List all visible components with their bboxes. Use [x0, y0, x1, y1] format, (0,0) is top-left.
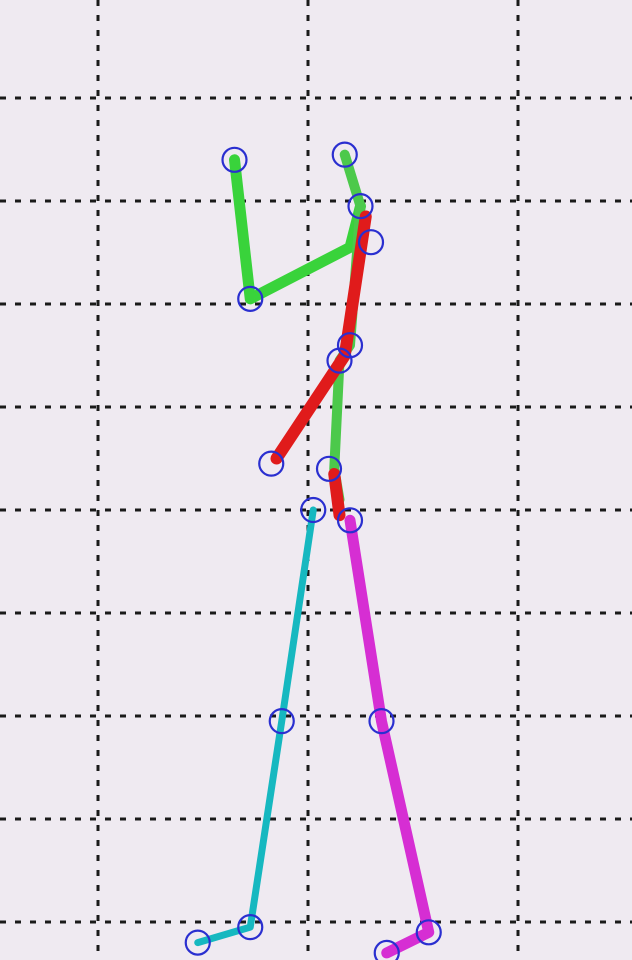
- skeleton-joints: [184, 141, 442, 960]
- skeleton-bones: [194, 149, 435, 959]
- joint-right-hand: [258, 450, 285, 477]
- joint-torso: [326, 347, 353, 374]
- joint-waist: [315, 455, 343, 482]
- bone-left-leg-4: [194, 506, 317, 947]
- bone-right-leg-5: [344, 514, 435, 959]
- joint-left-hip: [300, 496, 327, 524]
- joint-left-ankle: [237, 914, 264, 941]
- joint-right-shoulder: [357, 229, 385, 256]
- joint-neck: [347, 193, 374, 220]
- joint-left-hand: [221, 146, 248, 173]
- joint-left-elbow: [237, 285, 264, 312]
- joint-right-knee: [368, 708, 395, 735]
- joint-left-foot: [184, 929, 211, 956]
- bone-right-arm-3: [328, 467, 346, 522]
- joint-head: [331, 141, 358, 168]
- joint-left-knee: [268, 708, 295, 735]
- joint-right-hip: [336, 507, 364, 534]
- joint-right-foot: [373, 939, 400, 960]
- bone-left-arm-0: [229, 154, 366, 305]
- joint-right-ankle: [415, 919, 442, 946]
